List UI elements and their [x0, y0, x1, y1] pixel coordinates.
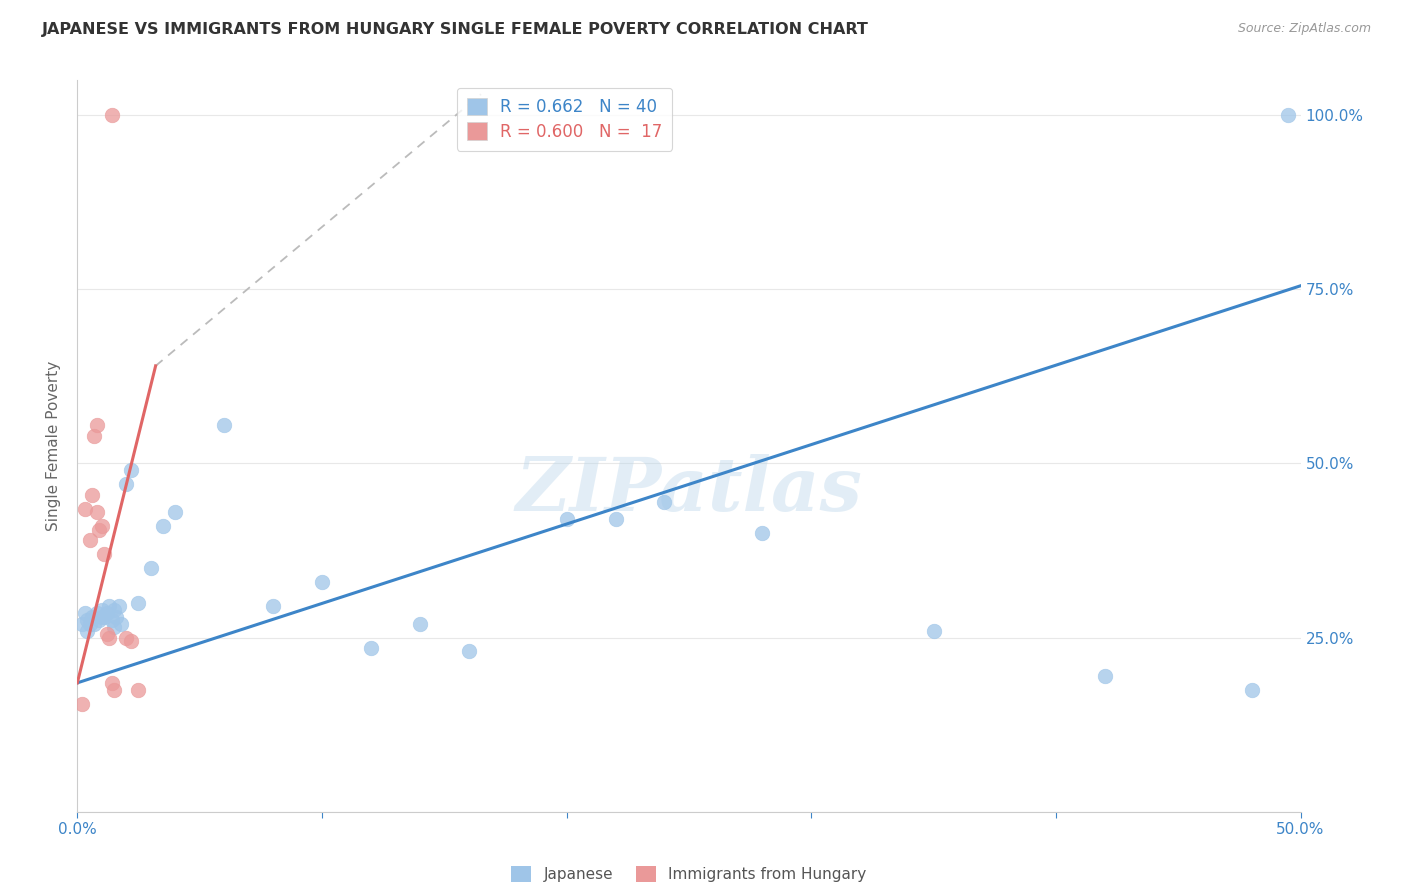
Point [128, 682, 150, 697]
Point [86, 505, 108, 519]
Point [93, 609, 115, 624]
Point [1277, 108, 1299, 122]
Point [100, 108, 122, 122]
Point [103, 603, 125, 617]
Point [93, 547, 115, 561]
Text: ZIPatlas: ZIPatlas [516, 454, 862, 526]
Point [605, 512, 627, 526]
Point [152, 519, 174, 533]
Point [70, 697, 93, 711]
Point [212, 418, 235, 433]
Point [262, 599, 284, 614]
Point [108, 599, 131, 614]
Point [100, 613, 122, 627]
Point [1240, 682, 1263, 697]
Point [83, 428, 105, 442]
Point [311, 574, 333, 589]
Point [83, 616, 105, 631]
Point [110, 616, 132, 631]
Point [115, 477, 138, 491]
Point [139, 561, 162, 575]
Point [555, 512, 578, 526]
Point [76, 624, 98, 638]
Point [73, 501, 96, 516]
Point [76, 613, 98, 627]
Point [90, 603, 112, 617]
Point [89, 613, 111, 627]
Point [120, 463, 142, 477]
Point [80, 609, 103, 624]
Point [96, 627, 118, 641]
Point [751, 526, 773, 541]
Point [922, 624, 945, 638]
Point [96, 606, 118, 620]
Point [86, 606, 108, 620]
Text: Source: ZipAtlas.com: Source: ZipAtlas.com [1237, 22, 1371, 36]
Y-axis label: Single Female Poverty: Single Female Poverty [46, 361, 62, 531]
Point [103, 620, 125, 634]
Point [115, 631, 138, 645]
Point [98, 631, 121, 645]
Point [103, 682, 125, 697]
Text: JAPANESE VS IMMIGRANTS FROM HUNGARY SINGLE FEMALE POVERTY CORRELATION CHART: JAPANESE VS IMMIGRANTS FROM HUNGARY SING… [42, 22, 869, 37]
Point [457, 644, 479, 658]
Point [165, 505, 187, 519]
Point [360, 640, 382, 655]
Point [100, 676, 122, 690]
Point [80, 488, 103, 502]
Point [89, 523, 111, 537]
Point [70, 616, 93, 631]
Point [105, 609, 128, 624]
Point [79, 533, 101, 547]
Legend: Japanese, Immigrants from Hungary: Japanese, Immigrants from Hungary [505, 860, 873, 888]
Point [98, 599, 121, 614]
Point [654, 494, 676, 508]
Point [1094, 669, 1116, 683]
Point [79, 616, 101, 631]
Point [90, 519, 112, 533]
Point [86, 418, 108, 433]
Point [90, 609, 112, 624]
Point [73, 606, 96, 620]
Point [409, 616, 432, 631]
Point [120, 634, 142, 648]
Point [128, 596, 150, 610]
